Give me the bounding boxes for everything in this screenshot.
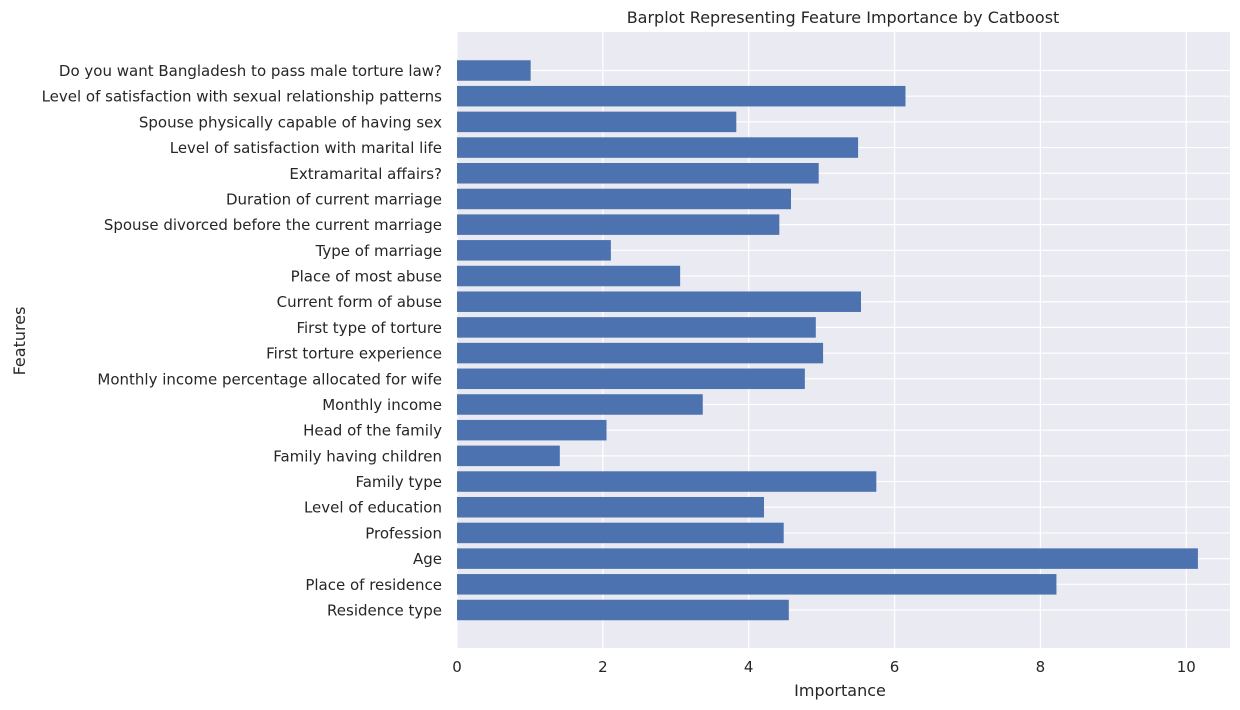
bar (457, 368, 805, 390)
y-tick-label: Age (413, 550, 442, 568)
bar (457, 291, 862, 312)
y-tick-label: Level of satisfaction with sexual relati… (42, 88, 443, 106)
bar (457, 445, 560, 467)
bar (457, 188, 791, 210)
x-tick-labels: 0 2 4 6 8 10 (452, 658, 1196, 676)
y-tick-label: First type of torture (296, 319, 442, 337)
y-tick-label: Place of residence (305, 576, 442, 594)
x-tick-label: 4 (744, 658, 754, 676)
x-tick-label: 2 (598, 658, 608, 676)
x-tick-label: 6 (890, 658, 900, 676)
x-tick-label: 10 (1177, 658, 1196, 676)
x-tick-label: 8 (1036, 658, 1046, 676)
y-tick-label: Spouse physically capable of having sex (139, 113, 442, 131)
bar (457, 214, 780, 235)
y-tick-label: Family having children (273, 447, 442, 465)
y-tick-label: Level of education (304, 499, 442, 517)
y-tick-label: Residence type (327, 602, 442, 620)
y-tick-label: Monthly income (322, 396, 442, 414)
y-tick-label: Level of satisfaction with marital life (170, 139, 442, 157)
bar (457, 85, 906, 107)
y-tick-labels: Do you want Bangladesh to pass male tort… (42, 62, 443, 620)
bar (457, 137, 859, 158)
bar (457, 163, 819, 184)
y-tick-label: Do you want Bangladesh to pass male tort… (59, 62, 442, 80)
y-tick-label: Spouse divorced before the current marri… (104, 216, 442, 234)
x-axis-label: Importance (794, 681, 886, 700)
bar (457, 548, 1198, 569)
bar (457, 471, 877, 492)
bar (457, 317, 816, 338)
bar (457, 394, 703, 415)
y-tick-label: Duration of current marriage (226, 190, 442, 208)
y-tick-label: Current form of abuse (277, 293, 442, 311)
y-tick-label: Type of marriage (315, 242, 442, 260)
plot-area (457, 32, 1230, 648)
y-tick-label: Place of most abuse (291, 268, 442, 286)
bar (457, 574, 1057, 595)
y-tick-label: Profession (365, 524, 442, 542)
bar (457, 496, 765, 518)
bars (457, 60, 1198, 621)
bar (457, 240, 611, 261)
bar (457, 111, 737, 133)
y-tick-label: Extramarital affairs? (289, 165, 442, 183)
bar (457, 419, 607, 441)
y-tick-label: Head of the family (303, 422, 442, 440)
bar (457, 522, 784, 544)
y-tick-label: First torture experience (266, 345, 442, 363)
bar (457, 599, 789, 621)
x-tick-label: 0 (452, 658, 462, 676)
bar (457, 60, 531, 81)
y-tick-label: Monthly income percentage allocated for … (97, 370, 442, 388)
bar (457, 265, 681, 287)
bar (457, 342, 824, 364)
y-tick-label: Family type (355, 473, 442, 491)
y-axis-label: Features (10, 307, 29, 376)
chart-title: Barplot Representing Feature Importance … (627, 8, 1060, 27)
